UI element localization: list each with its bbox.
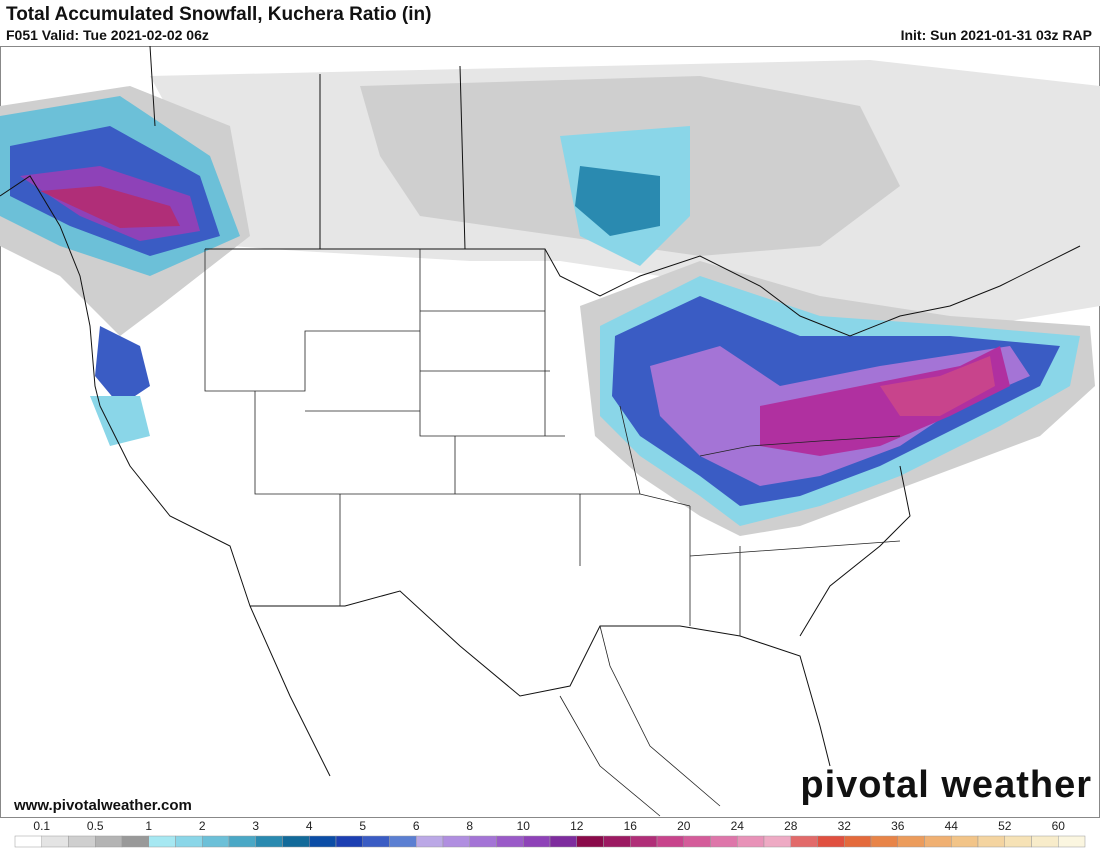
colorbar-label: 10 xyxy=(517,819,531,833)
colorbar-label: 3 xyxy=(252,819,259,833)
colorbar-label: 60 xyxy=(1052,819,1066,833)
colorbar-swatch xyxy=(309,835,337,848)
colorbar-label: 28 xyxy=(784,819,798,833)
colorbar-swatch xyxy=(710,835,738,848)
colorbar-label: 5 xyxy=(359,819,366,833)
colorbar-swatch xyxy=(496,835,524,848)
colorbar-swatch xyxy=(603,835,631,848)
valid-time: F051 Valid: Tue 2021-02-02 06z xyxy=(6,27,209,43)
map xyxy=(0,46,1100,818)
colorbar-swatch xyxy=(228,835,256,848)
colorbar-swatch xyxy=(763,835,791,848)
colorbar-label: 8 xyxy=(466,819,473,833)
snowfall-shading xyxy=(0,60,1100,536)
colorbar-swatch xyxy=(148,835,176,848)
colorbar-swatch xyxy=(977,835,1005,848)
colorbar-label: 0.5 xyxy=(87,819,104,833)
colorbar-swatch xyxy=(175,835,203,848)
colorbar-swatch xyxy=(817,835,845,848)
colorbar: 0.1 0.5 1 2 3 4 5 6 8 10 12 16 20 24 28 32 36 44 52 60 xyxy=(14,819,1086,848)
colorbar-label: 0.1 xyxy=(33,819,50,833)
colorbar-label: 36 xyxy=(891,819,905,833)
colorbar-swatch xyxy=(549,835,577,848)
colorbar-swatch xyxy=(870,835,898,848)
colorbar-label: 1 xyxy=(145,819,152,833)
colorbar-swatch xyxy=(68,835,96,848)
init-time: Init: Sun 2021-01-31 03z RAP xyxy=(900,27,1092,43)
colorbar-swatch xyxy=(1004,835,1032,848)
boundaries xyxy=(0,46,1081,817)
colorbar-swatch xyxy=(255,835,283,848)
colorbar-swatch xyxy=(844,835,872,848)
colorbar-swatch xyxy=(897,835,925,848)
colorbar-swatch xyxy=(362,835,390,848)
colorbar-label: 4 xyxy=(306,819,313,833)
colorbar-swatch xyxy=(951,835,979,848)
colorbar-swatch xyxy=(416,835,444,848)
colorbar-swatch xyxy=(469,835,497,848)
title: Total Accumulated Snowfall, Kuchera Rati… xyxy=(6,4,432,25)
colorbar-swatch xyxy=(41,835,69,848)
colorbar-label: 44 xyxy=(945,819,959,833)
colorbar-swatch xyxy=(389,835,417,848)
colorbar-label: 16 xyxy=(624,819,638,833)
colorbar-label: 24 xyxy=(731,819,745,833)
colorbar-swatch xyxy=(630,835,658,848)
colorbar-swatch xyxy=(95,835,123,848)
colorbar-swatch xyxy=(656,835,684,848)
colorbar-swatch xyxy=(121,835,149,848)
colorbar-swatch xyxy=(14,835,42,848)
colorbar-swatch xyxy=(737,835,765,848)
colorbar-label: 32 xyxy=(838,819,852,833)
colorbar-swatch xyxy=(282,835,310,848)
colorbar-swatch xyxy=(523,835,551,848)
colorbar-label: 2 xyxy=(199,819,206,833)
colorbar-swatch xyxy=(924,835,952,848)
colorbar-label: 20 xyxy=(677,819,691,833)
colorbar-swatch xyxy=(576,835,604,848)
colorbar-swatch xyxy=(335,835,363,848)
watermark: pivotal weather xyxy=(800,764,1092,806)
colorbar-swatch xyxy=(790,835,818,848)
colorbar-swatch xyxy=(442,835,470,848)
colorbar-swatch xyxy=(683,835,711,848)
site-url: www.pivotalweather.com xyxy=(14,797,192,814)
colorbar-swatch xyxy=(1058,835,1086,848)
colorbar-label: 52 xyxy=(998,819,1012,833)
colorbar-swatch xyxy=(1031,835,1059,848)
colorbar-label: 6 xyxy=(413,819,420,833)
colorbar-label: 12 xyxy=(570,819,584,833)
colorbar-swatch xyxy=(202,835,230,848)
